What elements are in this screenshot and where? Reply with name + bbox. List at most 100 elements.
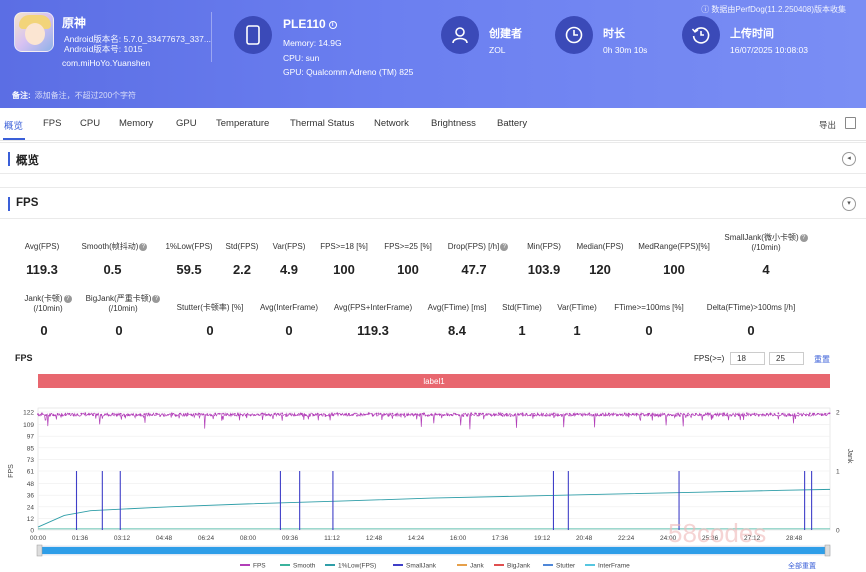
fps-point [604, 414, 606, 417]
fps-point [706, 412, 709, 415]
device-cpu: CPU: sun [283, 53, 320, 63]
fps-point [513, 414, 516, 416]
fps-point [470, 412, 473, 415]
y-tick-label: 85 [27, 445, 35, 452]
fps-point [218, 412, 221, 415]
fps-point [564, 413, 567, 416]
fps-point [616, 414, 618, 417]
help-icon[interactable]: ? [139, 242, 148, 251]
x-tick-label: 25:36 [702, 535, 719, 542]
fps-chart[interactable]: label101224364861738597109122012FPSJank0… [0, 372, 866, 572]
android-code: Android版本号: 1015 [64, 44, 143, 54]
x-tick-label: 19:12 [534, 535, 551, 542]
fps-point [312, 413, 315, 416]
export-icon[interactable] [845, 117, 856, 129]
fps-point [442, 414, 445, 417]
tab-thermal-status[interactable]: Thermal Status [290, 118, 355, 129]
fps-point [360, 413, 362, 416]
tab-bar: 概览 FPS CPU Memory GPU Temperature Therma… [0, 108, 866, 141]
remark-input[interactable]: 添加备注，不超过200个字符 [34, 91, 137, 100]
fps-point [686, 414, 689, 417]
stat-var-fps: Var(FPS) 4.9 [272, 242, 306, 277]
stat-min-fps: Min(FPS) 103.9 [527, 242, 561, 277]
fps-point [198, 412, 201, 415]
fps-point [663, 412, 666, 415]
upload-label: 上传时间 [730, 28, 774, 40]
y-tick-label: 122 [23, 410, 34, 417]
x-tick-label: 04:48 [156, 535, 173, 542]
help-icon[interactable]: ? [63, 294, 72, 303]
overview-section-header[interactable]: 概览 ◂ [0, 142, 866, 174]
tab-gpu[interactable]: GPU [176, 118, 197, 129]
fps-point [269, 414, 272, 417]
fps-point [237, 414, 240, 417]
info-icon[interactable]: i [328, 20, 337, 29]
fps-point [702, 414, 705, 417]
fps-point [588, 412, 591, 415]
y-tick-label: 97 [27, 434, 35, 441]
tab-memory[interactable]: Memory [119, 118, 154, 129]
tab-battery[interactable]: Battery [497, 118, 528, 129]
fps-point [159, 415, 161, 417]
fps-point [147, 413, 150, 415]
device-gpu: GPU: Qualcomm Adreno (TM) 825 [283, 67, 414, 77]
fps-point [675, 414, 677, 417]
stat-median-fps: Median(FPS) 120 [576, 242, 624, 277]
fps-point [596, 413, 599, 416]
x-tick-label: 00:00 [30, 535, 47, 542]
fps-threshold-1-input[interactable] [730, 352, 765, 365]
tab-brightness[interactable]: Brightness [431, 118, 476, 129]
help-icon[interactable]: ? [152, 294, 161, 303]
fps-point [234, 413, 236, 415]
help-icon[interactable]: ? [799, 233, 808, 242]
tab-overview[interactable]: 概览 [4, 121, 24, 132]
fps-point [111, 412, 114, 415]
fps-point [627, 412, 630, 415]
fps-point [521, 412, 524, 415]
export-button[interactable]: 导出 [818, 120, 836, 130]
fps-threshold-2-input[interactable] [769, 352, 804, 365]
fps-point [694, 412, 697, 415]
legend-label: BigJank [507, 563, 531, 570]
collapse-icon[interactable]: ▾ [842, 197, 856, 211]
tab-fps[interactable]: FPS [43, 118, 62, 129]
fps-point [450, 414, 453, 416]
y-axis-label: FPS [8, 464, 15, 478]
fps-section-header[interactable]: FPS ▾ [0, 187, 866, 219]
x-tick-label: 11:12 [324, 535, 340, 542]
fps-point [167, 413, 169, 416]
clock-icon [555, 16, 593, 54]
x-tick-label: 22:24 [618, 535, 635, 542]
fps-point [824, 413, 827, 415]
y-tick-label: 109 [23, 422, 34, 429]
fps-point [466, 414, 469, 417]
reset-button[interactable]: 重置 [814, 355, 830, 364]
fps-point [289, 413, 291, 415]
y-tick-label: 24 [27, 504, 35, 511]
fps-point [454, 413, 457, 415]
fps-point [257, 413, 260, 416]
fps-point [379, 412, 382, 415]
y2-tick-label: 2 [836, 410, 840, 417]
history-icon [682, 16, 720, 54]
reset-all-button[interactable]: 全部重置 [788, 563, 816, 570]
legend-label: 1%Low(FPS) [338, 563, 376, 570]
tab-cpu[interactable]: CPU [80, 118, 101, 129]
expand-icon[interactable]: ◂ [842, 152, 856, 166]
app-name: 原神 [62, 16, 87, 30]
fps-point [726, 414, 729, 417]
fps-point [68, 412, 71, 415]
remark[interactable]: 备注: 添加备注，不超过200个字符 [12, 91, 137, 100]
fps-threshold-label: FPS(>=) [694, 354, 725, 363]
help-icon[interactable]: ? [500, 242, 509, 251]
fps-point [423, 412, 425, 415]
fps-point [612, 413, 614, 416]
report-header: 原神 Android版本名: 5.7.0_33477673_337... And… [0, 0, 866, 108]
tab-temperature[interactable]: Temperature [216, 118, 270, 129]
duration-label: 时长 [603, 28, 625, 40]
fps-point [785, 415, 788, 417]
tab-network[interactable]: Network [374, 118, 409, 129]
fps-point [300, 412, 303, 415]
y2-tick-label: 0 [836, 528, 840, 535]
fps-point [509, 415, 512, 417]
